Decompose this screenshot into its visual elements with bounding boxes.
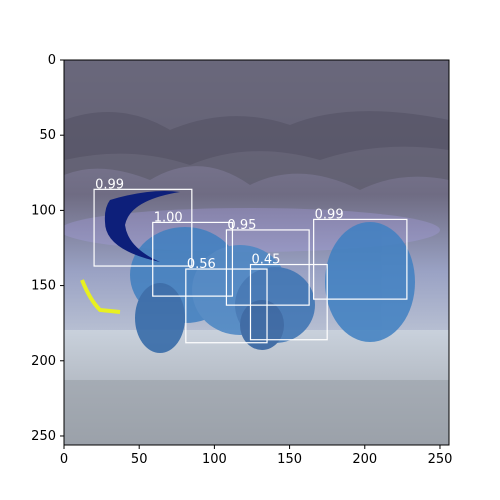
detection-score-label: 0.45 [251,253,280,268]
y-tick-label: 150 [31,279,56,294]
y-tick-label: 0 [48,53,56,68]
x-tick-label: 200 [352,452,377,467]
y-tick-label: 200 [31,354,56,369]
y-tick-label: 250 [31,429,56,444]
detection-score-label: 1.00 [154,210,183,225]
detection-score-label: 0.95 [227,218,256,233]
detection-box [313,218,408,300]
y-tick-label: 50 [39,128,56,143]
detection-box [225,229,310,306]
x-tick-label: 250 [428,452,453,467]
detection-score-label: 0.99 [95,177,124,192]
y-tick-label: 100 [31,203,56,218]
y-axis: 0 50 100 150 200 250 [31,53,64,444]
x-tick-label: 100 [202,452,227,467]
detection-boxes: 0.99 1.00 0.95 0.99 0.56 0.45 [93,177,408,344]
x-axis: 0 50 100 150 200 250 [60,445,453,467]
x-tick-label: 150 [277,452,302,467]
detection-box [249,263,328,341]
detection-box [185,268,268,344]
detection-score-label: 0.56 [187,257,216,272]
detection-box [93,188,193,267]
detection-score-label: 0.99 [315,207,344,222]
plot-frame [63,59,450,446]
x-tick-label: 50 [131,452,148,467]
x-tick-label: 0 [60,452,68,467]
detection-box [152,221,234,297]
